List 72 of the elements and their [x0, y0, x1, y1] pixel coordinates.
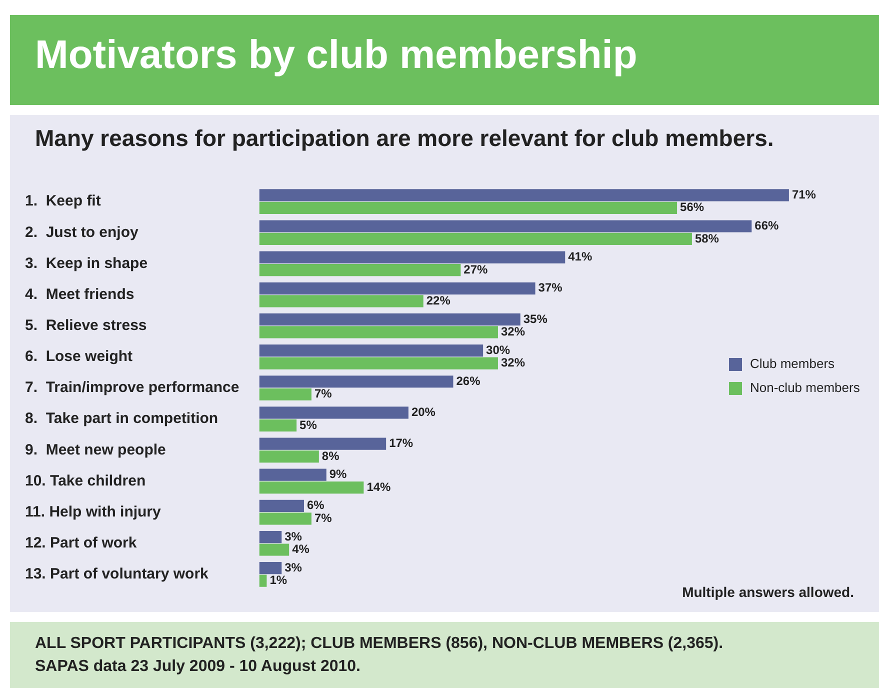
bar — [259, 562, 282, 574]
y-tick-label: 11. Help with injury — [25, 503, 162, 520]
y-tick-label: 1. Keep fit — [25, 192, 101, 210]
data-label: 32% — [500, 356, 526, 370]
y-tick-label: 12. Part of work — [25, 534, 138, 552]
data-label: 3% — [284, 529, 302, 544]
bar — [259, 376, 454, 388]
text: ALL SPORT PARTICIPANTS (3,222); CLUB MEMBERS (856), NON-CLUB MEMBERS (2,365). — [35, 635, 724, 653]
data-label: 4% — [292, 542, 310, 556]
data-label: 30% — [486, 342, 510, 357]
data-label: 7% — [314, 386, 332, 401]
bar — [259, 419, 297, 432]
data-label: 71% — [792, 187, 816, 202]
data-label: 5% — [300, 418, 318, 432]
bar — [259, 251, 566, 264]
bar — [259, 344, 484, 357]
y-tick-label: 7. Train/improve performance — [25, 379, 240, 396]
data-label: 8% — [322, 448, 340, 463]
bar — [259, 450, 319, 463]
y-tick-label: 10. Take children — [25, 472, 146, 490]
data-label: 6% — [307, 498, 325, 512]
y-tick-label: 13. Part of voluntary work — [25, 566, 210, 583]
chart-title: Motivators by club membership — [35, 33, 638, 78]
bar — [259, 482, 364, 494]
annotation: Multiple answers allowed. — [682, 584, 854, 600]
data-label: 41% — [568, 250, 592, 264]
data-label: 20% — [411, 405, 436, 420]
y-tick-label: 8. Take part in competition — [25, 410, 218, 428]
bar — [259, 574, 267, 587]
legend-label: Non-club members — [750, 380, 860, 396]
data-label: 56% — [680, 200, 704, 214]
chart-subtitle: Many reasons for participation are more relevant for club members. — [35, 125, 774, 152]
bar — [259, 220, 752, 232]
bar — [259, 202, 678, 214]
y-tick-label: 9. Meet new people — [25, 441, 166, 458]
data-label: 26% — [456, 374, 481, 388]
y-tick-label: 4. Meet friends — [25, 286, 134, 303]
data-label: 14% — [366, 480, 392, 494]
y-tick-label: 6. Lose weight — [25, 348, 133, 366]
text: SAPAS data 23 July 2009 - 10 August 2010. — [35, 658, 360, 676]
bar — [259, 512, 312, 525]
data-label: 35% — [523, 312, 548, 326]
bar — [259, 264, 461, 276]
bar — [259, 357, 498, 370]
bar — [259, 326, 498, 338]
bar — [259, 189, 789, 202]
legend-label: Club members — [750, 356, 836, 372]
data-label: 22% — [426, 293, 451, 308]
y-tick-label: 5. Relieve stress — [25, 316, 147, 334]
data-label: 3% — [284, 560, 302, 574]
bar — [259, 438, 386, 450]
bar — [259, 282, 536, 294]
data-label: 7% — [314, 510, 332, 525]
bar — [259, 468, 326, 481]
data-label: 1% — [270, 573, 288, 588]
data-label: 17% — [389, 436, 414, 450]
bar — [259, 232, 692, 246]
bar — [259, 295, 424, 308]
bar — [259, 406, 408, 419]
y-tick-label: 2. Just to enjoy — [25, 224, 140, 241]
bar — [259, 544, 290, 556]
data-label: 58% — [694, 231, 720, 246]
bar — [259, 388, 312, 400]
data-label: 66% — [754, 218, 779, 233]
data-label: 9% — [329, 467, 348, 482]
y-tick-label: 3. Keep in shape — [25, 254, 148, 272]
data-label: 37% — [538, 280, 563, 295]
data-label: 27% — [464, 262, 488, 276]
bar — [259, 500, 304, 512]
bar — [259, 530, 282, 544]
bar — [259, 313, 520, 326]
data-label: 32% — [500, 324, 526, 339]
